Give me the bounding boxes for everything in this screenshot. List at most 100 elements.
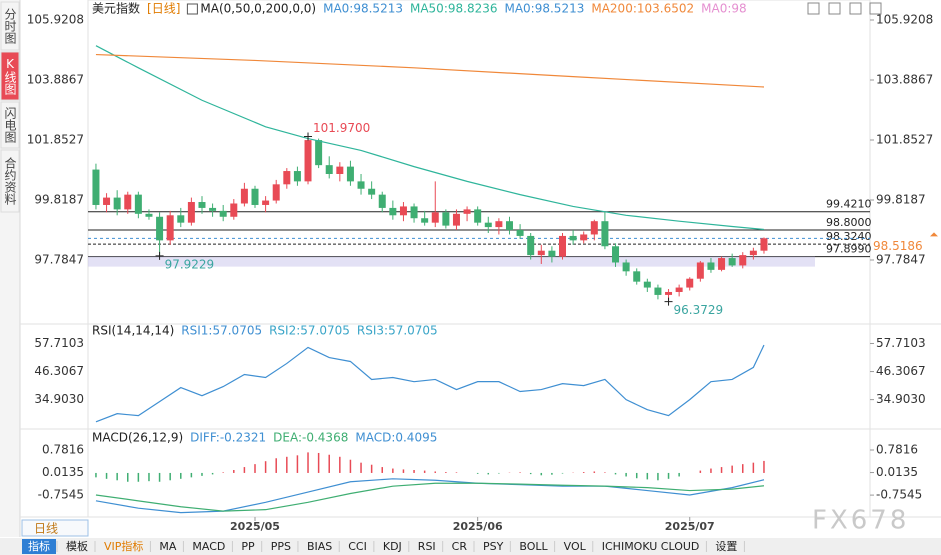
icon[interactable] [869, 2, 882, 15]
toolbar-item[interactable]: 模板 [66, 539, 88, 553]
level-label: 98.8000 [826, 216, 872, 229]
icon[interactable] [807, 2, 820, 15]
toolbar-item-bg[interactable] [595, 539, 706, 554]
x-tick-label: 2025/05 [230, 520, 280, 533]
rsi-line [95, 344, 765, 423]
candle-body [283, 171, 291, 185]
toolbar-item-bg[interactable] [513, 539, 554, 554]
candle-body [92, 169, 100, 205]
candle-body [304, 140, 312, 182]
toolbar-item[interactable]: PSY [483, 540, 504, 553]
toolbar-item-bg[interactable] [300, 539, 339, 554]
sidebar-tab[interactable] [0, 51, 20, 101]
toolbar-item-bg[interactable] [235, 539, 261, 554]
candle-body [357, 181, 365, 189]
toolbar-item[interactable]: BIAS [307, 540, 332, 553]
candle-body [559, 235, 567, 257]
candle-body [527, 235, 535, 256]
sidebar-tab-label: 合约资料 [3, 156, 17, 205]
toolbar-item-bg[interactable] [709, 539, 744, 554]
candle-body [134, 194, 142, 214]
level-band [88, 256, 815, 267]
y-tick-label: 34.9030 [34, 392, 84, 406]
sidebar-tab-label: 分时图 [3, 8, 17, 44]
candle-body [718, 258, 726, 270]
candle-body [484, 222, 492, 228]
toolbar-item-bg[interactable] [376, 539, 408, 554]
header-text: 美元指数 [92, 1, 140, 16]
toolbar-item[interactable]: RSI [418, 540, 436, 553]
candle-body [643, 281, 651, 288]
toolbar-item[interactable]: PP [241, 540, 255, 553]
candle-body [209, 207, 217, 211]
y-tick-label: 99.8187 [34, 192, 84, 206]
y-tick-label: -0.7545 [38, 488, 84, 502]
y-tick-label: 103.8867 [876, 73, 933, 87]
annotation-marker [664, 297, 673, 306]
toolbar-item-bg[interactable] [342, 539, 373, 554]
candle-body [219, 210, 227, 217]
candle-body [198, 202, 206, 208]
toolbar-item-bg[interactable] [22, 539, 56, 554]
icon[interactable] [828, 2, 841, 15]
toolbar-item-bg[interactable] [411, 539, 442, 554]
toolbar-item[interactable]: CR [452, 540, 468, 553]
icon[interactable] [849, 2, 862, 15]
y-tick-label: 0.0135 [876, 465, 918, 479]
indicator-icon[interactable] [186, 3, 198, 15]
candle-body [378, 194, 386, 208]
toolbar-item-bg[interactable] [60, 539, 94, 554]
candle-body [516, 230, 524, 236]
last-price-arrow [930, 232, 938, 237]
toolbar-item[interactable]: BOLL [519, 540, 548, 553]
header-text: [日线] [147, 2, 180, 16]
x-tick-label: 2025/06 [453, 520, 503, 533]
annotation-label: 101.9700 [313, 121, 370, 135]
candle-body [452, 213, 460, 226]
toolbar-item-bg[interactable] [477, 539, 510, 554]
toolbar-item[interactable]: ICHIMOKU CLOUD [602, 540, 700, 553]
sidebar-tab[interactable] [0, 1, 20, 51]
candle-body [463, 209, 471, 214]
candle-body [601, 221, 609, 247]
annotation-label: 97.9229 [165, 257, 215, 271]
toolbar-item[interactable]: VOL [564, 540, 587, 553]
y-tick-label: 46.3067 [34, 364, 84, 378]
toolbar-item[interactable]: MA [159, 540, 176, 553]
header-text: MACD:0.4095 [355, 431, 437, 445]
candle-body [665, 291, 673, 295]
toolbar-item-bg[interactable] [186, 539, 232, 554]
toolbar-item[interactable]: VIP指标 [104, 539, 143, 553]
header-text: MA0:98.5213 [323, 2, 403, 16]
candle-body [474, 209, 482, 223]
sidebar-tab[interactable] [0, 101, 20, 149]
period-box[interactable] [21, 519, 89, 537]
candle-body [177, 215, 185, 223]
candle-body [696, 262, 704, 279]
header-text: RSI1:57.0705 [181, 324, 262, 338]
y-tick-label: 97.7847 [876, 252, 926, 266]
y-tick-label: 101.8527 [27, 132, 84, 146]
toolbar-item[interactable]: 设置 [715, 540, 737, 553]
candle-body [421, 218, 429, 223]
toolbar-item-bg[interactable] [557, 539, 592, 554]
y-tick-label: 105.9208 [876, 13, 933, 27]
candle-body [633, 271, 641, 282]
toolbar-item-bg[interactable] [153, 539, 183, 554]
sidebar-tab[interactable] [0, 149, 20, 213]
toolbar-item[interactable]: KDJ [383, 540, 402, 553]
candle-body [707, 262, 715, 270]
y-tick-label: 0.7816 [42, 442, 84, 456]
toolbar-item[interactable]: MACD [192, 540, 225, 553]
toolbar-item[interactable]: CCI [348, 540, 367, 553]
toolbar-item-bg[interactable] [445, 539, 473, 554]
ma-line [95, 45, 765, 231]
toolbar-item[interactable]: 指标 [28, 539, 50, 553]
toolbar-item[interactable]: PPS [271, 540, 291, 553]
header-text: MA(0,50,0,200,0,0) [200, 2, 316, 16]
level-label: 99.4210 [826, 198, 872, 211]
toolbar-item-bg[interactable] [264, 539, 297, 554]
toolbar-item-bg[interactable] [98, 539, 150, 554]
header-text: MA200:103.6502 [591, 2, 694, 16]
y-tick-label: 34.9030 [876, 392, 926, 406]
